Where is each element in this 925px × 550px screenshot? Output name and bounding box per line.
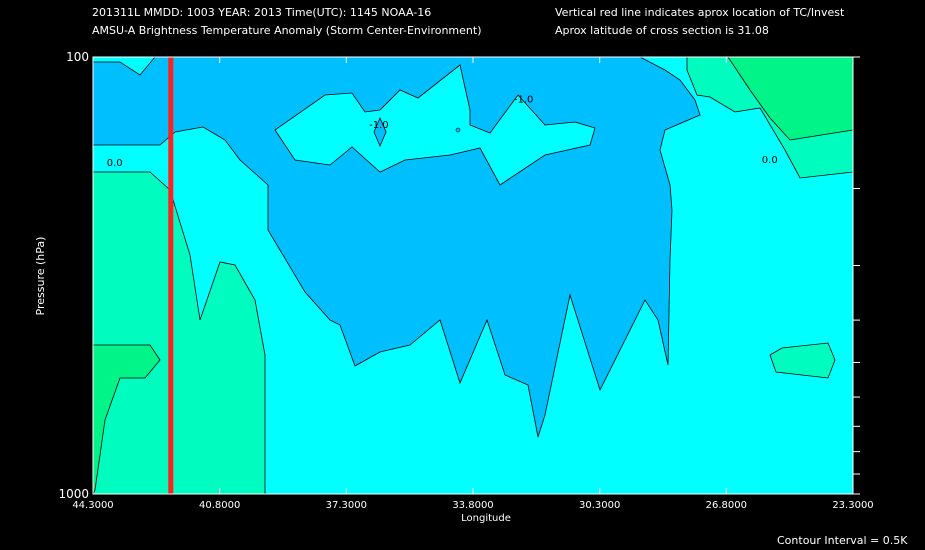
- y-tick-label-1: 1000: [58, 487, 89, 501]
- x-tick-label-5: 26.8000: [706, 500, 747, 511]
- x-tick-label-3: 33.8000: [452, 500, 493, 511]
- contour-fields: [93, 57, 853, 494]
- contour-labels: 0.0 -1.0 -1.0 0.0: [107, 94, 778, 169]
- y-tick-label-0: 100: [66, 50, 89, 64]
- field-zero-left: [93, 171, 266, 494]
- chart-axes: 44.3000 40.8000 37.3000 33.8000 30.3000 26.80…: [58, 50, 873, 511]
- contour-label-2: -1.0: [514, 94, 534, 105]
- contour-lines: [93, 57, 596, 186]
- contour-label-1: -1.0: [369, 120, 389, 131]
- x-tick-label-2: 37.3000: [326, 500, 367, 511]
- header-title-right-2: Aprox latitude of cross section is 31.08: [555, 24, 769, 37]
- x-tick-label-1: 40.8000: [199, 500, 240, 511]
- field-plus05-upper-right: [727, 57, 853, 141]
- y-axis-title: Pressure (hPa): [34, 237, 47, 316]
- x-tick-label-4: 30.3000: [579, 500, 620, 511]
- x-tick-label-6: 23.3000: [832, 500, 873, 511]
- contour-interval-note: Contour Interval = 0.5K: [777, 534, 908, 547]
- field-minus1-dot: [455, 127, 461, 133]
- field-minus05-island-b: [274, 64, 596, 186]
- contour-label-3: 0.0: [762, 155, 778, 166]
- field-zero-lower-right: [769, 342, 836, 379]
- field-minus1-diamond: [373, 116, 387, 148]
- contour-label-0: 0.0: [107, 158, 123, 169]
- x-tick-label-0: 44.3000: [72, 500, 113, 511]
- header-title-right-1: Vertical red line indicates aprox locati…: [555, 6, 845, 19]
- header-title-left-2: AMSU-A Brightness Temperature Anomaly (S…: [92, 24, 482, 37]
- x-axis-title: Longitude: [461, 513, 511, 524]
- field-minus05-island-a: [93, 57, 156, 76]
- header-title-left-1: 201311L MMDD: 1003 YEAR: 2013 Time(UTC):…: [92, 6, 432, 19]
- field-plus05-left: [93, 344, 161, 494]
